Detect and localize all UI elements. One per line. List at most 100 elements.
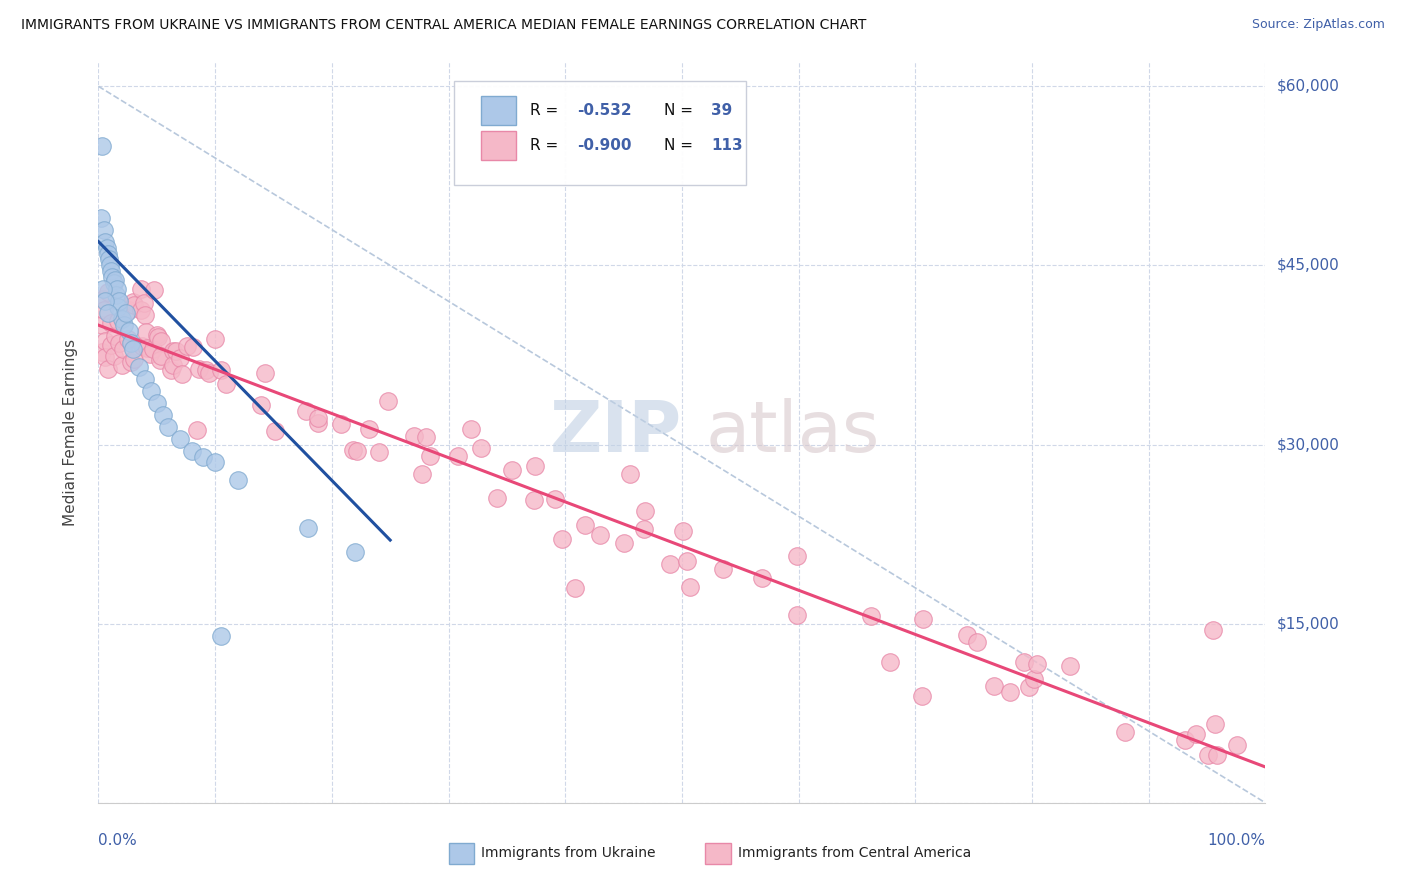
- Point: [1014, 655, 1036, 669]
- Text: 113: 113: [711, 138, 742, 153]
- Point: [122, 295, 145, 310]
- Text: $60,000: $60,000: [1277, 78, 1340, 94]
- Point: [91, 292, 114, 306]
- Point: [100, 264, 122, 278]
- Point: [139, 347, 162, 361]
- Point: [574, 518, 596, 533]
- Point: [134, 309, 156, 323]
- Point: [209, 629, 232, 643]
- Point: [544, 491, 567, 506]
- Point: [97, 246, 120, 260]
- Point: [93, 302, 115, 317]
- Point: [1226, 738, 1249, 752]
- Point: [633, 522, 655, 536]
- FancyBboxPatch shape: [481, 95, 516, 126]
- Point: [659, 558, 682, 572]
- Point: [342, 442, 364, 457]
- Point: [1202, 623, 1225, 637]
- Point: [122, 352, 145, 367]
- Point: [98, 259, 121, 273]
- Point: [485, 491, 508, 505]
- Point: [188, 362, 211, 376]
- Point: [523, 493, 546, 508]
- Point: [564, 582, 586, 596]
- Text: R =: R =: [530, 103, 564, 118]
- Point: [786, 608, 808, 623]
- Point: [122, 298, 145, 312]
- Point: [97, 306, 120, 320]
- Point: [128, 359, 150, 374]
- Point: [672, 524, 695, 538]
- Point: [1059, 659, 1081, 673]
- Point: [1197, 747, 1219, 762]
- Point: [209, 362, 232, 376]
- Point: [1018, 681, 1040, 695]
- Point: [169, 351, 191, 366]
- Point: [859, 609, 882, 624]
- Point: [100, 316, 122, 330]
- Point: [998, 685, 1021, 699]
- Point: [411, 467, 433, 482]
- Point: [107, 300, 129, 314]
- Point: [150, 334, 173, 348]
- Text: atlas: atlas: [706, 398, 880, 467]
- Point: [263, 424, 285, 438]
- Point: [879, 655, 901, 669]
- Point: [122, 342, 145, 356]
- Text: 0.0%: 0.0%: [98, 833, 138, 848]
- Point: [181, 340, 204, 354]
- Point: [1206, 747, 1229, 762]
- Point: [357, 422, 380, 436]
- Text: 100.0%: 100.0%: [1208, 833, 1265, 848]
- Point: [169, 432, 191, 446]
- Point: [120, 355, 142, 369]
- Text: Immigrants from Central America: Immigrants from Central America: [738, 847, 972, 860]
- Point: [204, 455, 226, 469]
- Point: [470, 441, 492, 455]
- Text: Source: ZipAtlas.com: Source: ZipAtlas.com: [1251, 18, 1385, 31]
- Point: [447, 449, 470, 463]
- Point: [1204, 717, 1226, 731]
- Point: [786, 549, 808, 563]
- Point: [93, 222, 115, 236]
- Point: [193, 450, 215, 464]
- Text: -0.900: -0.900: [576, 138, 631, 153]
- Point: [307, 416, 329, 430]
- Point: [146, 330, 169, 344]
- Text: $30,000: $30,000: [1277, 437, 1340, 452]
- Point: [112, 318, 135, 333]
- Point: [101, 270, 124, 285]
- Point: [118, 302, 141, 317]
- Point: [1174, 733, 1197, 747]
- Point: [751, 570, 773, 584]
- Point: [249, 398, 271, 412]
- Point: [377, 394, 399, 409]
- Point: [176, 339, 198, 353]
- Point: [911, 612, 934, 626]
- Point: [90, 318, 112, 333]
- Point: [419, 449, 441, 463]
- Point: [911, 689, 934, 703]
- Point: [103, 277, 125, 291]
- Point: [172, 367, 194, 381]
- Point: [115, 306, 138, 320]
- Point: [523, 458, 546, 473]
- Point: [94, 235, 117, 249]
- Point: [108, 335, 131, 350]
- Point: [145, 327, 167, 342]
- Point: [983, 679, 1005, 693]
- Point: [194, 363, 217, 377]
- Point: [131, 339, 153, 353]
- Point: [460, 422, 482, 436]
- Point: [551, 532, 574, 546]
- Point: [129, 303, 152, 318]
- Text: IMMIGRANTS FROM UKRAINE VS IMMIGRANTS FROM CENTRAL AMERICA MEDIAN FEMALE EARNING: IMMIGRANTS FROM UKRAINE VS IMMIGRANTS FR…: [21, 18, 866, 32]
- Point: [186, 423, 208, 437]
- Point: [111, 358, 134, 372]
- Point: [132, 295, 155, 310]
- Point: [1022, 672, 1045, 686]
- Point: [120, 336, 142, 351]
- Point: [136, 341, 159, 355]
- FancyBboxPatch shape: [706, 843, 731, 863]
- Point: [215, 376, 238, 391]
